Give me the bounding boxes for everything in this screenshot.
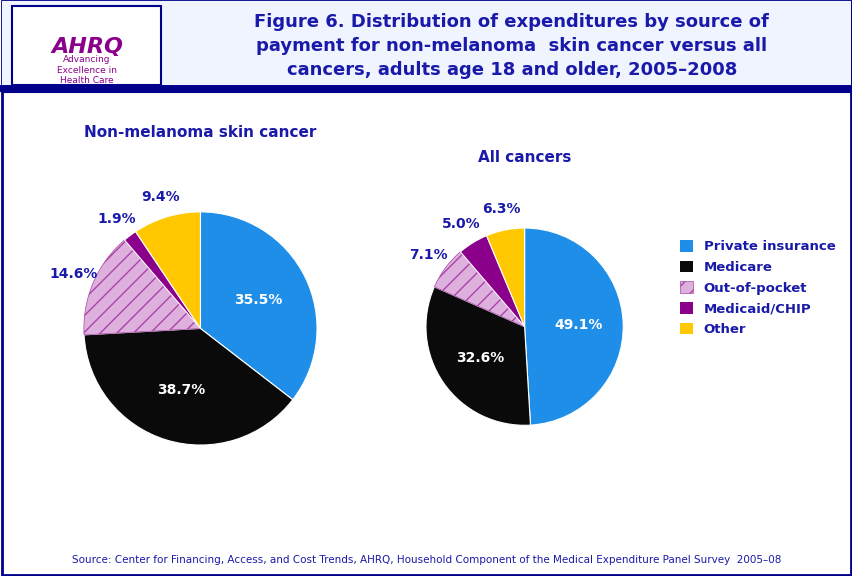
Text: 1.9%: 1.9% [98, 212, 136, 226]
Text: 32.6%: 32.6% [455, 351, 504, 365]
Wedge shape [135, 212, 200, 328]
Text: 38.7%: 38.7% [157, 382, 205, 397]
Title: Non-melanoma skin cancer: Non-melanoma skin cancer [84, 125, 316, 140]
Text: 35.5%: 35.5% [233, 293, 282, 307]
Text: AHRQ: AHRQ [51, 37, 123, 57]
Text: 14.6%: 14.6% [49, 267, 98, 282]
Wedge shape [124, 232, 200, 328]
Text: 49.1%: 49.1% [554, 318, 602, 332]
Title: All cancers: All cancers [477, 150, 571, 165]
Wedge shape [200, 212, 317, 400]
Wedge shape [434, 252, 524, 327]
Text: Source: Center for Financing, Access, and Cost Trends, AHRQ, Household Component: Source: Center for Financing, Access, an… [72, 555, 780, 565]
Wedge shape [524, 228, 623, 425]
Text: 6.3%: 6.3% [481, 202, 520, 215]
Wedge shape [460, 236, 524, 327]
Wedge shape [486, 228, 524, 327]
Text: 5.0%: 5.0% [441, 217, 481, 231]
Wedge shape [84, 328, 292, 445]
Text: Figure 6. Distribution of expenditures by source of
payment for non-melanoma  sk: Figure 6. Distribution of expenditures b… [254, 13, 769, 79]
Wedge shape [83, 240, 200, 335]
Text: 7.1%: 7.1% [408, 248, 446, 262]
Text: Advancing
Excellence in
Health Care: Advancing Excellence in Health Care [57, 55, 117, 85]
Legend: Private insurance, Medicare, Out-of-pocket, Medicaid/CHIP, Other: Private insurance, Medicare, Out-of-pock… [672, 233, 841, 343]
Wedge shape [425, 287, 530, 425]
Text: 9.4%: 9.4% [141, 190, 180, 204]
